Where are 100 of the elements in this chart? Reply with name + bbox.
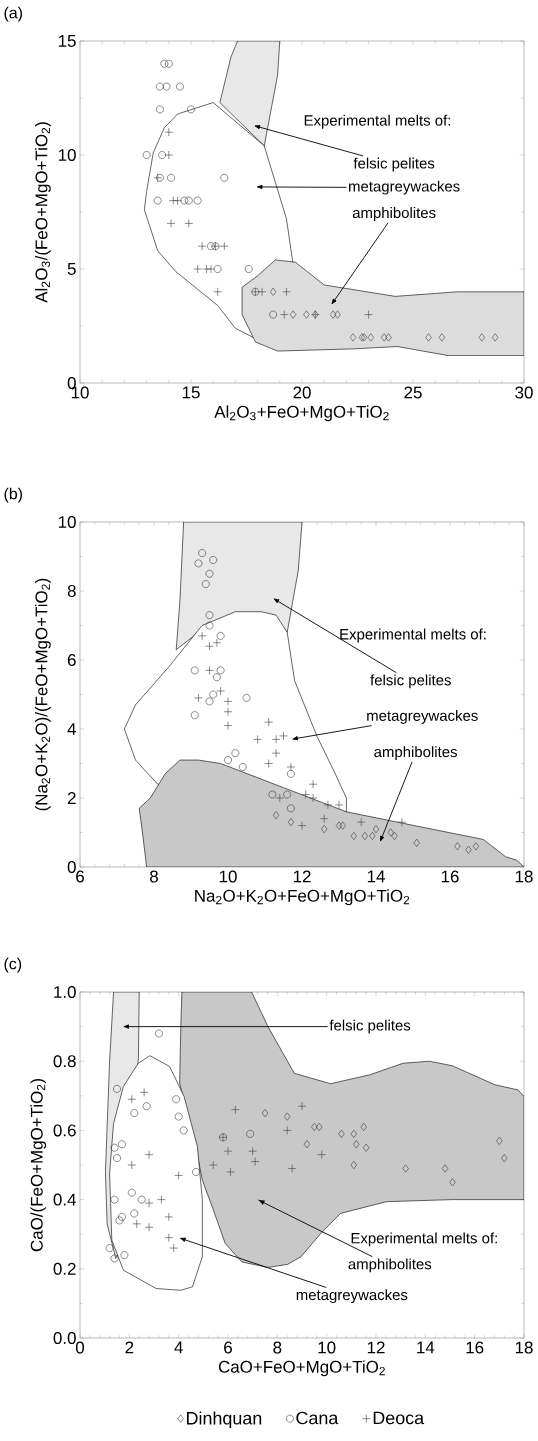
x-tick-label: 10 — [318, 1341, 336, 1354]
point — [335, 821, 343, 830]
point — [213, 287, 222, 297]
point — [367, 333, 374, 342]
y-tick-label: 0.2 — [53, 1262, 76, 1275]
point — [441, 1164, 449, 1173]
point — [174, 1112, 183, 1121]
point — [501, 1154, 508, 1163]
point — [184, 196, 193, 205]
point — [110, 1143, 119, 1152]
y-tick-label: 8 — [67, 585, 76, 598]
point — [205, 621, 214, 630]
point — [303, 310, 310, 319]
y-tick-label: 15 — [58, 35, 76, 47]
point — [334, 800, 344, 810]
point — [169, 1243, 179, 1253]
point — [223, 721, 233, 730]
point — [197, 631, 207, 641]
point — [194, 559, 203, 568]
point — [397, 817, 407, 827]
point — [350, 1129, 357, 1138]
point — [402, 1164, 409, 1173]
x-tick-label: 10 — [219, 870, 237, 883]
point — [287, 769, 295, 778]
point — [231, 1105, 240, 1114]
point — [282, 287, 291, 297]
point — [115, 1216, 124, 1225]
point — [205, 666, 214, 675]
point — [364, 310, 373, 319]
point — [303, 1140, 311, 1149]
point — [269, 310, 278, 319]
point — [308, 793, 318, 803]
point — [223, 707, 233, 717]
point — [360, 1122, 367, 1132]
point — [164, 127, 174, 137]
point — [271, 735, 281, 744]
point — [270, 287, 277, 296]
point — [118, 1213, 126, 1221]
point — [465, 845, 472, 854]
point — [297, 821, 307, 830]
point — [156, 105, 164, 114]
point — [205, 697, 214, 706]
point — [284, 1112, 291, 1121]
annotation: amphibolites — [348, 1258, 432, 1273]
point — [226, 1167, 235, 1177]
point — [349, 333, 357, 342]
point — [205, 641, 214, 651]
point — [478, 333, 485, 342]
point — [289, 310, 297, 319]
annotation: Experimental melts of: — [340, 628, 486, 643]
point — [164, 1233, 174, 1242]
point — [242, 694, 251, 702]
point — [301, 790, 310, 799]
point — [279, 310, 289, 319]
point — [192, 1168, 200, 1176]
point — [208, 1160, 218, 1170]
point — [287, 1164, 297, 1173]
point — [250, 1157, 260, 1166]
point — [209, 690, 218, 699]
point — [166, 219, 176, 228]
point — [167, 173, 175, 182]
annotation: metagreywackes — [296, 1289, 408, 1304]
point — [173, 196, 182, 205]
y-tick-label: 5 — [67, 263, 76, 275]
y-axis-title: Al$_{2}$O$_{3}$/(FeO+MgO+TiO$_{2}$) — [35, 122, 51, 303]
point — [323, 800, 333, 810]
legend-label: Cana — [296, 1411, 339, 1425]
point — [110, 1195, 119, 1204]
chart-title: (c) — [4, 957, 22, 973]
x-axis-title: Na$_{2}$O+K$_{2}$O+FeO+MgO+TiO$_{2}$ — [195, 889, 410, 906]
x-tick-label: 6 — [76, 870, 84, 883]
point — [130, 1209, 139, 1218]
point — [438, 333, 445, 342]
legend-label: Dinhquan — [187, 1411, 262, 1429]
point — [153, 196, 162, 205]
point — [197, 241, 207, 251]
point — [205, 569, 214, 578]
point — [172, 1095, 181, 1104]
x-tick-label: 14 — [367, 870, 385, 883]
point — [164, 59, 173, 68]
annotation: amphibolites — [352, 207, 436, 222]
point — [223, 1146, 233, 1156]
y-axis-title: (Na$_{2}$O+K$_{2}$O)/(FeO+MgO+TiO$_{2}$) — [35, 578, 51, 811]
point — [190, 711, 199, 720]
point — [162, 82, 171, 91]
x-tick-label: 14 — [417, 1341, 435, 1354]
point — [282, 1126, 292, 1135]
point — [353, 1140, 360, 1149]
point — [350, 831, 357, 841]
point — [350, 1160, 357, 1170]
point — [156, 82, 164, 91]
point — [246, 1129, 255, 1138]
point — [356, 817, 366, 827]
point — [184, 219, 194, 228]
y-tick-label: 10 — [58, 516, 76, 529]
point — [496, 1136, 503, 1145]
point — [339, 821, 346, 830]
point — [231, 749, 240, 758]
annotation: Experimental melts of: — [351, 1232, 497, 1247]
point — [220, 173, 229, 182]
